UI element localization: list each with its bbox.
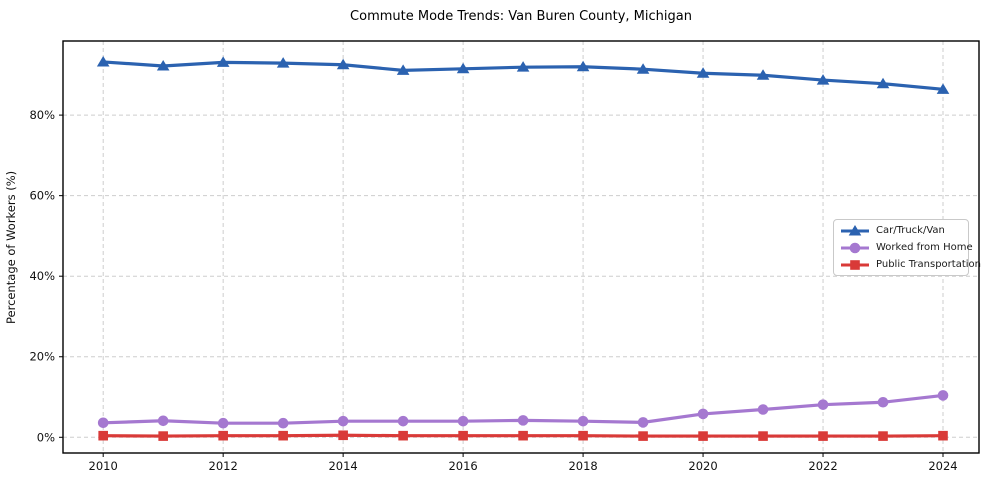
data-point-public-transportation xyxy=(698,431,708,441)
data-point-worked-from-home xyxy=(397,415,409,427)
legend-triangle-marker-icon xyxy=(841,224,869,235)
data-point-public-transportation xyxy=(818,431,828,441)
y-tick-label: 40% xyxy=(29,269,55,283)
legend-swatch-marker xyxy=(849,242,861,253)
legend-label: Worked from Home xyxy=(876,242,973,253)
x-tick-label: 2012 xyxy=(209,459,238,473)
data-point-worked-from-home xyxy=(517,415,529,426)
legend-swatch-marker xyxy=(848,224,862,235)
y-tick-label: 20% xyxy=(29,350,55,364)
legend-square-marker-icon xyxy=(841,259,869,270)
x-tick-label: 2016 xyxy=(448,459,477,473)
data-point-worked-from-home xyxy=(457,415,469,427)
data-point-car-truck-van xyxy=(276,57,290,68)
data-point-public-transportation xyxy=(878,431,888,441)
data-point-worked-from-home xyxy=(97,417,109,429)
data-point-car-truck-van xyxy=(756,69,770,80)
data-point-worked-from-home xyxy=(937,390,949,401)
legend-circle-marker-icon xyxy=(841,242,869,253)
legend-item-car-truck-van: Car/Truck/Van xyxy=(840,223,962,238)
data-point-worked-from-home xyxy=(877,396,889,408)
data-point-public-transportation xyxy=(158,431,168,441)
data-point-car-truck-van xyxy=(156,59,170,71)
x-tick-label: 2014 xyxy=(328,459,357,473)
data-point-worked-from-home xyxy=(217,417,229,429)
data-point-car-truck-van xyxy=(636,63,650,74)
x-tick-label: 2024 xyxy=(928,459,957,473)
data-point-car-truck-van xyxy=(576,60,590,72)
x-tick-label: 2020 xyxy=(688,459,717,473)
data-point-public-transportation xyxy=(638,431,648,441)
data-point-worked-from-home xyxy=(277,417,289,429)
data-point-worked-from-home xyxy=(337,415,349,427)
data-point-worked-from-home xyxy=(157,415,169,427)
data-point-public-transportation xyxy=(578,430,588,441)
data-point-worked-from-home xyxy=(577,415,589,427)
legend-label: Car/Truck/Van xyxy=(876,225,945,236)
data-point-car-truck-van xyxy=(876,77,890,89)
data-point-public-transportation xyxy=(278,430,288,441)
y-tick-label: 80% xyxy=(29,108,55,122)
data-point-public-transportation xyxy=(98,430,108,441)
data-point-worked-from-home xyxy=(697,408,709,420)
legend-item-worked-from-home: Worked from Home xyxy=(840,240,973,255)
y-tick-label: 0% xyxy=(37,430,55,444)
y-tick-label: 60% xyxy=(29,189,55,203)
plot-border xyxy=(62,40,980,454)
data-point-car-truck-van xyxy=(96,55,110,67)
data-point-car-truck-van xyxy=(336,58,350,70)
data-point-car-truck-van xyxy=(936,83,950,94)
data-point-public-transportation xyxy=(938,430,948,441)
data-point-car-truck-van xyxy=(516,61,530,72)
data-point-car-truck-van xyxy=(396,64,410,75)
data-point-car-truck-van xyxy=(456,62,470,74)
data-point-public-transportation xyxy=(218,430,228,441)
data-point-public-transportation xyxy=(518,430,528,441)
chart-title: Commute Mode Trends: Van Buren County, M… xyxy=(350,9,692,24)
legend-item-public-transportation: Public Transportation xyxy=(840,257,981,272)
data-point-worked-from-home xyxy=(637,417,649,428)
x-tick-label: 2018 xyxy=(568,459,597,473)
data-point-worked-from-home xyxy=(757,404,769,415)
data-point-public-transportation xyxy=(458,430,468,441)
data-point-car-truck-van xyxy=(216,56,230,67)
x-tick-label: 2022 xyxy=(808,459,837,473)
x-tick-label: 2010 xyxy=(89,459,118,473)
data-point-public-transportation xyxy=(338,430,348,441)
data-point-public-transportation xyxy=(398,430,408,441)
legend-label: Public Transportation xyxy=(876,259,981,270)
data-point-car-truck-van xyxy=(696,67,710,78)
legend-swatch-marker xyxy=(850,259,860,270)
data-point-worked-from-home xyxy=(817,399,829,410)
data-point-car-truck-van xyxy=(816,74,830,85)
legend: Car/Truck/Van Worked from Home Public Tr… xyxy=(833,219,981,276)
data-point-public-transportation xyxy=(758,431,768,441)
